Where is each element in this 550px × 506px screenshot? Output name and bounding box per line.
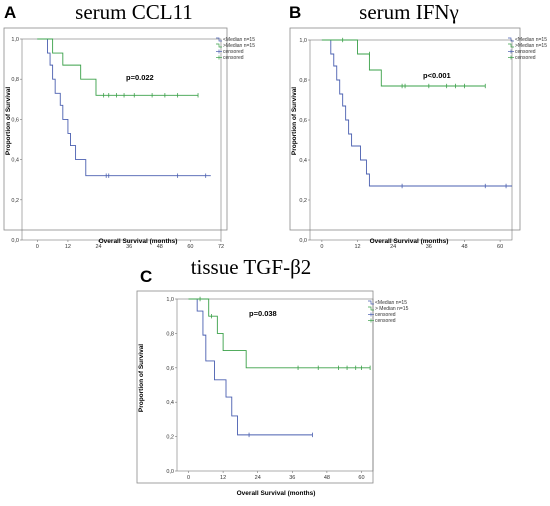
y-tick-label: 0,4 (11, 158, 19, 164)
y-tick-label: 0,2 (166, 435, 174, 441)
panel-letter-c: C (140, 267, 152, 286)
x-tick-label: 0 (187, 475, 190, 481)
y-tick-label: 0,8 (299, 78, 307, 84)
x-tick-label: 60 (497, 244, 503, 250)
x-tick-label: 36 (289, 475, 295, 481)
x-tick-label: 48 (157, 244, 163, 250)
plot-frame (3, 27, 228, 231)
x-tick-label: 12 (354, 244, 360, 250)
x-tick-label: 60 (187, 244, 193, 250)
y-tick-label: 0,8 (166, 331, 174, 337)
survival-curve-0 (188, 298, 313, 436)
legend-swatch (508, 37, 514, 42)
y-tick-label: 0,0 (11, 238, 19, 244)
y-axis-label: Proportion of Survival (138, 344, 145, 412)
y-tick-label: 0,6 (166, 366, 174, 372)
p-value: p<0.001 (423, 71, 451, 80)
x-tick-label: 24 (95, 244, 101, 250)
y-tick-label: 1,0 (166, 297, 174, 303)
y-tick-label: 0,2 (299, 198, 307, 204)
x-tick-label: 36 (426, 244, 432, 250)
legend-entry: censored (515, 55, 536, 61)
survival-curve-0 (321, 39, 512, 187)
plot-frame (289, 27, 521, 231)
y-axis-label: Proportion of Survival (291, 87, 298, 155)
x-tick-label: 36 (126, 244, 132, 250)
y-tick-label: 0,6 (11, 117, 19, 123)
y-tick-label: 0,0 (166, 469, 174, 475)
x-tick-label: 12 (220, 475, 226, 481)
survival-curve-0 (37, 38, 211, 177)
y-tick-label: 0,4 (166, 400, 174, 406)
x-tick-label: 72 (218, 244, 224, 250)
legend-entry: <Median n=15 (375, 300, 407, 306)
legend-entry: censored (223, 49, 244, 55)
x-tick-label: 24 (390, 244, 396, 250)
legend-swatch (508, 43, 514, 48)
y-tick-label: 0,4 (299, 158, 307, 164)
legend-swatch (368, 300, 374, 305)
panel-b-title: serum IFNγ (359, 0, 459, 24)
y-tick-label: 0,8 (11, 77, 19, 83)
y-tick-label: 1,0 (299, 38, 307, 44)
panel-a-plot: 0,0 0,2 0,4 0,6 0,8 1,0 0 12 24 36 48 60 72 Overall S… (3, 27, 255, 250)
p-value: p=0.022 (126, 73, 154, 82)
survival-curve-1 (37, 38, 199, 96)
legend-entry: <Median n=15 (515, 37, 547, 43)
x-axis-label: Overall Survival (months) (99, 238, 178, 245)
x-axis-label: Overall Survival (months) (370, 238, 449, 245)
panel-a-title: serum CCL11 (75, 0, 193, 24)
legend-entry: >Median n=15 (515, 43, 547, 49)
panel-b: B serum IFNγ 0,0 0,2 0,4 0,6 0,8 1,0 0 12 24 36 48… (289, 0, 547, 250)
y-tick-label: 0,2 (11, 198, 19, 204)
y-axis-label: Proportion of Survival (5, 87, 12, 155)
y-tick-label: 1,0 (11, 37, 19, 43)
plot-frame (136, 290, 374, 484)
x-tick-label: 24 (255, 475, 261, 481)
legend-entry: <Median n=15 (223, 37, 255, 43)
x-tick-label: 48 (324, 475, 330, 481)
legend-entry: >Median n=15 (223, 43, 255, 49)
panel-letter-b: B (289, 3, 301, 22)
legend-entry: > Median n=15 (375, 306, 409, 312)
panel-b-plot: 0,0 0,2 0,4 0,6 0,8 1,0 0 12 24 36 48 60 Overall Sur… (289, 27, 547, 250)
survival-curve-1 (321, 39, 486, 87)
legend-entry: censored (515, 49, 536, 55)
y-tick-label: 0,6 (299, 118, 307, 124)
legend-entry: censored (375, 318, 396, 324)
x-tick-label: 0 (320, 244, 323, 250)
legend-swatch (368, 306, 374, 311)
panel-c: C tissue TGF-β2 0,0 0,2 0,4 0,6 0,8 1,0 0 12 24 3… (136, 255, 409, 497)
panel-letter-a: A (4, 3, 16, 22)
panel-c-plot: 0,0 0,2 0,4 0,6 0,8 1,0 0 12 24 36 48 60 Overall Sur… (136, 290, 409, 497)
panel-a: A serum CCL11 0,0 0,2 0,4 0,6 0,8 1,0 0 12 24 36 4… (3, 0, 255, 250)
axis-box (21, 38, 222, 241)
y-tick-label: 0,0 (299, 238, 307, 244)
legend-swatch (216, 37, 222, 42)
x-tick-label: 12 (65, 244, 71, 250)
x-tick-label: 48 (461, 244, 467, 250)
survival-curve-1 (188, 298, 371, 369)
axis-box (176, 298, 374, 472)
panel-c-title: tissue TGF-β2 (191, 255, 312, 279)
x-tick-label: 60 (358, 475, 364, 481)
p-value: p=0.038 (249, 309, 277, 318)
axis-box (309, 39, 513, 241)
legend-swatch (216, 43, 222, 48)
x-tick-label: 0 (36, 244, 39, 250)
legend-entry: censored (375, 312, 396, 318)
x-axis-label: Overall Survival (months) (237, 490, 316, 497)
legend-entry: censored (223, 55, 244, 61)
